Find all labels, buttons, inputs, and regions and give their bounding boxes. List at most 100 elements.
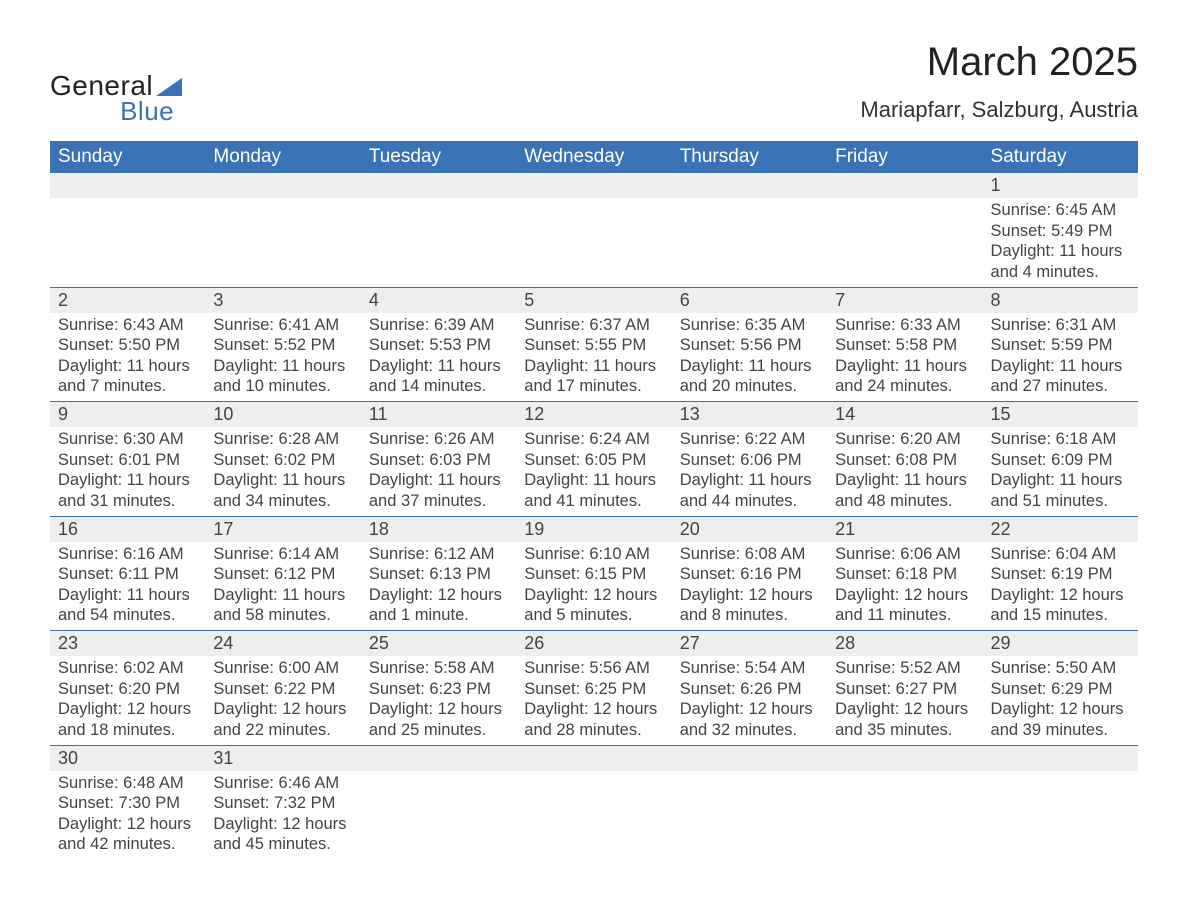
day-detail: Sunrise: 6:43 AMSunset: 5:50 PMDaylight:… [50,313,205,402]
day-number: 6 [672,288,827,313]
sunrise-line: Sunrise: 6:35 AM [680,315,819,336]
daylight-line: Daylight: 11 hours and 31 minutes. [58,470,197,511]
daylight-line: Daylight: 11 hours and 48 minutes. [835,470,974,511]
calendar-cell [205,173,360,287]
day-detail: Sunrise: 6:31 AMSunset: 5:59 PMDaylight:… [983,313,1138,402]
day-number [361,173,516,198]
calendar-cell [672,173,827,287]
logo-word-blue: Blue [50,96,182,127]
sunset-line: Sunset: 6:05 PM [524,450,663,471]
day-number: 23 [50,631,205,656]
day-number: 21 [827,517,982,542]
day-detail: Sunrise: 6:22 AMSunset: 6:06 PMDaylight:… [672,427,827,516]
calendar-cell: 20Sunrise: 6:08 AMSunset: 6:16 PMDayligh… [672,516,827,631]
daylight-line: Daylight: 12 hours and 11 minutes. [835,585,974,626]
logo: General Blue [50,70,182,127]
daylight-line: Daylight: 12 hours and 8 minutes. [680,585,819,626]
calendar-cell: 9Sunrise: 6:30 AMSunset: 6:01 PMDaylight… [50,402,205,517]
calendar-cell [983,745,1138,859]
daylight-line: Daylight: 11 hours and 34 minutes. [213,470,352,511]
calendar-cell: 16Sunrise: 6:16 AMSunset: 6:11 PMDayligh… [50,516,205,631]
day-number: 25 [361,631,516,656]
daylight-line: Daylight: 11 hours and 54 minutes. [58,585,197,626]
day-detail: Sunrise: 6:48 AMSunset: 7:30 PMDaylight:… [50,771,205,860]
sunrise-line: Sunrise: 6:18 AM [991,429,1130,450]
calendar-cell: 3Sunrise: 6:41 AMSunset: 5:52 PMDaylight… [205,287,360,402]
calendar-cell: 7Sunrise: 6:33 AMSunset: 5:58 PMDaylight… [827,287,982,402]
calendar-cell: 22Sunrise: 6:04 AMSunset: 6:19 PMDayligh… [983,516,1138,631]
calendar-cell: 2Sunrise: 6:43 AMSunset: 5:50 PMDaylight… [50,287,205,402]
calendar-cell: 31Sunrise: 6:46 AMSunset: 7:32 PMDayligh… [205,745,360,859]
sunrise-line: Sunrise: 6:26 AM [369,429,508,450]
calendar-cell [50,173,205,287]
sunrise-line: Sunrise: 6:33 AM [835,315,974,336]
calendar-cell: 28Sunrise: 5:52 AMSunset: 6:27 PMDayligh… [827,631,982,746]
sunrise-line: Sunrise: 6:20 AM [835,429,974,450]
daylight-line: Daylight: 12 hours and 5 minutes. [524,585,663,626]
day-detail: Sunrise: 6:35 AMSunset: 5:56 PMDaylight:… [672,313,827,402]
sunset-line: Sunset: 5:49 PM [991,221,1130,242]
calendar-daynum-row: 1Sunrise: 6:45 AMSunset: 5:49 PMDaylight… [50,173,1138,287]
calendar-table: SundayMondayTuesdayWednesdayThursdayFrid… [50,141,1138,859]
daylight-line: Daylight: 12 hours and 1 minute. [369,585,508,626]
daylight-line: Daylight: 12 hours and 22 minutes. [213,699,352,740]
sunset-line: Sunset: 5:50 PM [58,335,197,356]
sunset-line: Sunset: 5:53 PM [369,335,508,356]
day-detail: Sunrise: 5:54 AMSunset: 6:26 PMDaylight:… [672,656,827,745]
day-detail: Sunrise: 6:08 AMSunset: 6:16 PMDaylight:… [672,542,827,631]
day-detail: Sunrise: 6:28 AMSunset: 6:02 PMDaylight:… [205,427,360,516]
sunset-line: Sunset: 6:09 PM [991,450,1130,471]
calendar-daynum-row: 2Sunrise: 6:43 AMSunset: 5:50 PMDaylight… [50,287,1138,402]
sunset-line: Sunset: 7:30 PM [58,793,197,814]
calendar-cell [672,745,827,859]
day-detail: Sunrise: 6:24 AMSunset: 6:05 PMDaylight:… [516,427,671,516]
calendar-cell: 1Sunrise: 6:45 AMSunset: 5:49 PMDaylight… [983,173,1138,287]
day-number: 31 [205,746,360,771]
sunset-line: Sunset: 6:19 PM [991,564,1130,585]
daylight-line: Daylight: 11 hours and 24 minutes. [835,356,974,397]
calendar-cell: 15Sunrise: 6:18 AMSunset: 6:09 PMDayligh… [983,402,1138,517]
sunrise-line: Sunrise: 6:39 AM [369,315,508,336]
sunrise-line: Sunrise: 5:50 AM [991,658,1130,679]
sunrise-line: Sunrise: 5:52 AM [835,658,974,679]
sunrise-line: Sunrise: 6:37 AM [524,315,663,336]
calendar-cell: 19Sunrise: 6:10 AMSunset: 6:15 PMDayligh… [516,516,671,631]
calendar-cell: 8Sunrise: 6:31 AMSunset: 5:59 PMDaylight… [983,287,1138,402]
daylight-line: Daylight: 12 hours and 42 minutes. [58,814,197,855]
header: General Blue March 2025 Mariapfarr, Salz… [50,40,1138,127]
day-detail: Sunrise: 6:10 AMSunset: 6:15 PMDaylight:… [516,542,671,631]
daylight-line: Daylight: 11 hours and 4 minutes. [991,241,1130,282]
daylight-line: Daylight: 11 hours and 58 minutes. [213,585,352,626]
day-number: 4 [361,288,516,313]
calendar-cell [516,173,671,287]
calendar-daynum-row: 30Sunrise: 6:48 AMSunset: 7:30 PMDayligh… [50,745,1138,859]
day-number: 22 [983,517,1138,542]
day-number [983,746,1138,771]
day-number: 30 [50,746,205,771]
daylight-line: Daylight: 11 hours and 44 minutes. [680,470,819,511]
day-detail: Sunrise: 6:14 AMSunset: 6:12 PMDaylight:… [205,542,360,631]
daylight-line: Daylight: 11 hours and 37 minutes. [369,470,508,511]
day-number [827,746,982,771]
calendar-daynum-row: 16Sunrise: 6:16 AMSunset: 6:11 PMDayligh… [50,516,1138,631]
day-detail: Sunrise: 5:58 AMSunset: 6:23 PMDaylight:… [361,656,516,745]
day-detail: Sunrise: 6:20 AMSunset: 6:08 PMDaylight:… [827,427,982,516]
sunrise-line: Sunrise: 6:08 AM [680,544,819,565]
day-detail: Sunrise: 6:16 AMSunset: 6:11 PMDaylight:… [50,542,205,631]
daylight-line: Daylight: 11 hours and 51 minutes. [991,470,1130,511]
sunset-line: Sunset: 6:27 PM [835,679,974,700]
day-number: 24 [205,631,360,656]
calendar-cell: 29Sunrise: 5:50 AMSunset: 6:29 PMDayligh… [983,631,1138,746]
day-number: 16 [50,517,205,542]
sunrise-line: Sunrise: 6:04 AM [991,544,1130,565]
sunrise-line: Sunrise: 6:43 AM [58,315,197,336]
weekday-header: Wednesday [516,141,671,173]
sunset-line: Sunset: 6:26 PM [680,679,819,700]
day-detail: Sunrise: 6:04 AMSunset: 6:19 PMDaylight:… [983,542,1138,631]
daylight-line: Daylight: 12 hours and 39 minutes. [991,699,1130,740]
daylight-line: Daylight: 12 hours and 32 minutes. [680,699,819,740]
weekday-header: Sunday [50,141,205,173]
calendar-cell: 25Sunrise: 5:58 AMSunset: 6:23 PMDayligh… [361,631,516,746]
day-detail: Sunrise: 5:56 AMSunset: 6:25 PMDaylight:… [516,656,671,745]
sunset-line: Sunset: 6:11 PM [58,564,197,585]
